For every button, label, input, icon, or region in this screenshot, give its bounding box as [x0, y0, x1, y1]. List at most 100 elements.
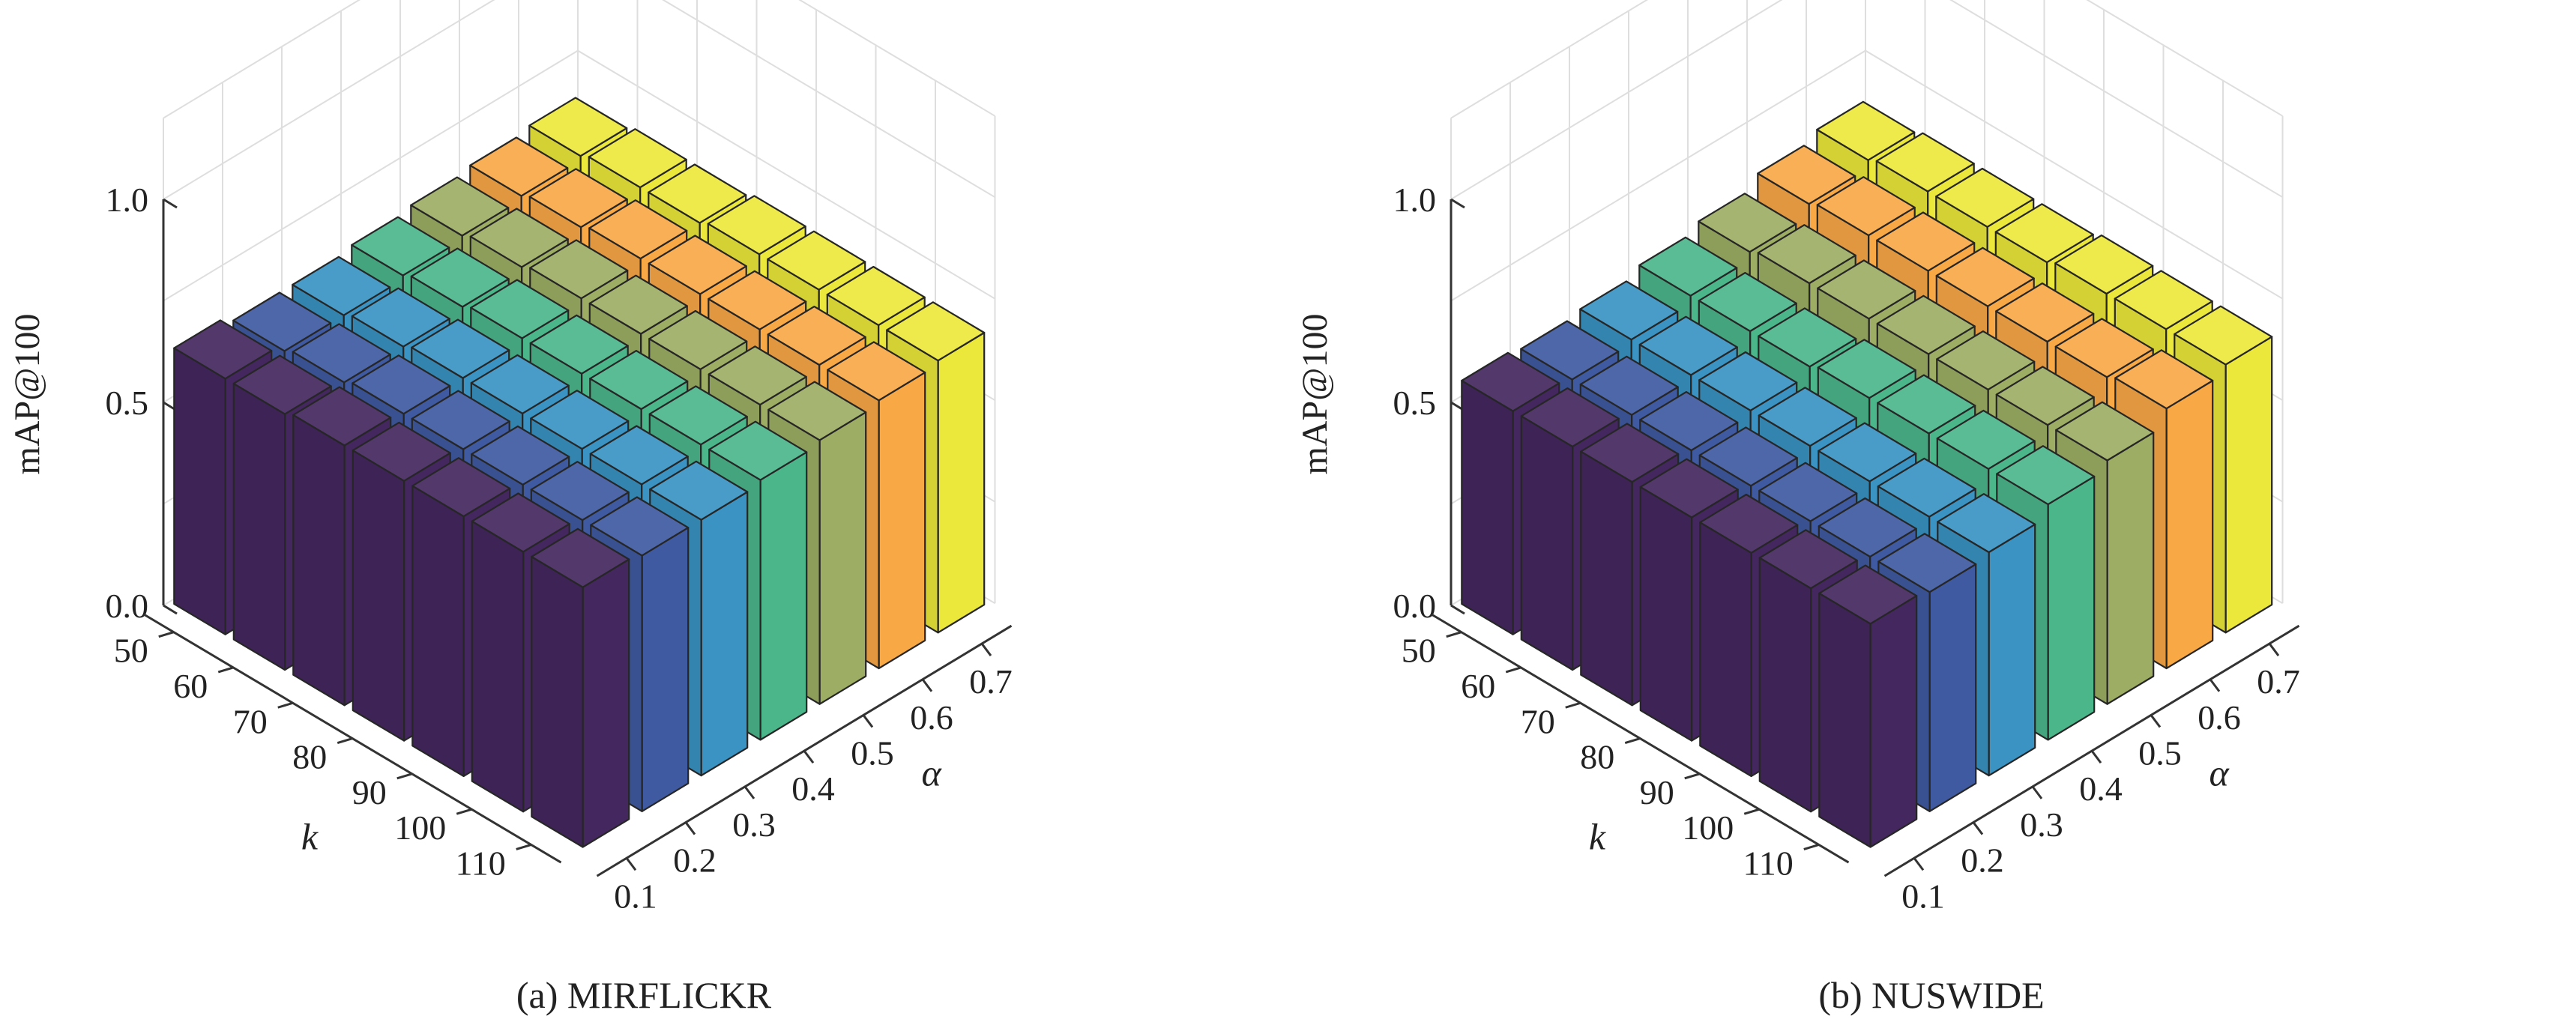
k-tick [1505, 666, 1521, 674]
bar-side-face [292, 414, 346, 707]
bar-top-face [826, 265, 926, 326]
z-tick [163, 198, 178, 209]
bar-top-face [1876, 294, 1976, 355]
bar-side-face [411, 485, 465, 778]
alpha-axis-label: α [922, 752, 943, 794]
k-tick [1803, 844, 1820, 850]
bar-top-face [1818, 497, 1917, 558]
bars [173, 97, 986, 848]
bar-top-face [1936, 330, 2036, 391]
z-axis-label: mAP@100 [1295, 314, 1335, 475]
bar-top-face [1937, 493, 2036, 554]
z-tick-label: 0.5 [1393, 384, 1437, 422]
k-tick-label: 70 [233, 702, 268, 740]
bar-top-face [588, 199, 688, 260]
bar-top-face [708, 270, 807, 330]
k-tick-label: 50 [114, 632, 148, 670]
bar-top-face [827, 341, 926, 402]
bar-front-face [2224, 336, 2273, 634]
bar-top-face [528, 168, 628, 229]
bar-top-face [292, 386, 392, 447]
bar-top-face [1816, 176, 1916, 237]
z-tick-label: 1.0 [106, 181, 149, 219]
bar-top-face [707, 195, 806, 256]
bar-top-face [708, 345, 807, 406]
bar-top-face [351, 216, 450, 276]
bar-front-face [641, 527, 690, 812]
bar-top-face [232, 354, 332, 415]
bar-top-face [1877, 374, 1976, 435]
alpha-tick [980, 643, 992, 656]
z-tick [163, 604, 178, 615]
k-tick [396, 772, 413, 780]
bar-side-face [531, 555, 584, 848]
bar-top-face [1758, 307, 1857, 368]
bar-top-face [2114, 270, 2213, 330]
bar-front-face [700, 491, 749, 777]
z-tick-label: 0.0 [1393, 587, 1437, 625]
bar-top-face [529, 314, 629, 375]
bar-top-face [530, 461, 630, 521]
bar-top-face [1877, 457, 1976, 518]
bar-top-face [1995, 282, 2095, 343]
bar-top-face [1520, 387, 1620, 448]
chart-caption: (b) NUSWIDE [1818, 974, 2044, 1016]
bar-top-face [649, 460, 749, 521]
bar-top-face [173, 319, 273, 380]
bar-side-face [471, 520, 525, 813]
z-axis-label: mAP@100 [7, 314, 47, 475]
k-tick [337, 737, 353, 744]
bar-front-face [1928, 563, 1977, 812]
bar-top-face [1698, 426, 1798, 487]
alpha-tick-label: 0.4 [2079, 770, 2123, 808]
k-tick [516, 844, 532, 850]
alpha-tick-label: 0.3 [732, 805, 776, 844]
bar-top-face [1758, 529, 1858, 590]
z-tick-label: 1.0 [1393, 181, 1437, 219]
bar-front-face [2165, 379, 2214, 670]
k-tick [1684, 772, 1701, 780]
bar-top-face [589, 425, 689, 486]
alpha-tick [803, 750, 815, 764]
bar-top-face [1758, 462, 1858, 522]
alpha-tick [2031, 785, 2043, 799]
alpha-tick [625, 857, 637, 871]
alpha-axis-label: α [2209, 752, 2230, 794]
bar-top-face [2055, 401, 2155, 462]
alpha-tick-label: 0.2 [673, 841, 717, 880]
bar-front-face [582, 558, 630, 848]
bar-top-face [1520, 320, 1620, 381]
k-tick [456, 808, 472, 815]
bar-top-face [471, 492, 570, 553]
bar-top-face [767, 306, 866, 366]
bar-front-face [818, 411, 867, 705]
bar-top-face [708, 420, 808, 481]
bars [1461, 100, 2273, 848]
bar-top-face [469, 136, 569, 197]
k-tick-label: 60 [173, 667, 208, 705]
bar-top-face [767, 230, 866, 291]
bar-top-face [1639, 458, 1739, 518]
alpha-tick-label: 0.7 [2257, 662, 2300, 701]
bar-front-face [1988, 523, 2036, 777]
bar-top-face [351, 287, 450, 348]
bar-top-face [1935, 247, 2035, 307]
bar-front-face [878, 372, 926, 670]
k-tick [1565, 701, 1581, 709]
k-tick [1446, 631, 1462, 638]
alpha-tick [1913, 857, 1925, 871]
k-tick-label: 80 [292, 738, 327, 776]
bar-top-face [1580, 423, 1680, 483]
k-tick-label: 70 [1521, 702, 1555, 740]
bar-top-face [352, 354, 451, 415]
bar-front-face [1869, 595, 1918, 848]
alpha-tick [2090, 750, 2102, 764]
bar-top-face [292, 323, 391, 384]
k-tick-label: 110 [1743, 844, 1793, 882]
grid-line [163, 0, 996, 119]
bar-side-face [1639, 486, 1693, 742]
alpha-tick-label: 0.6 [2198, 698, 2241, 737]
bar-top-face [1817, 339, 1916, 399]
bar-top-face [531, 527, 630, 588]
